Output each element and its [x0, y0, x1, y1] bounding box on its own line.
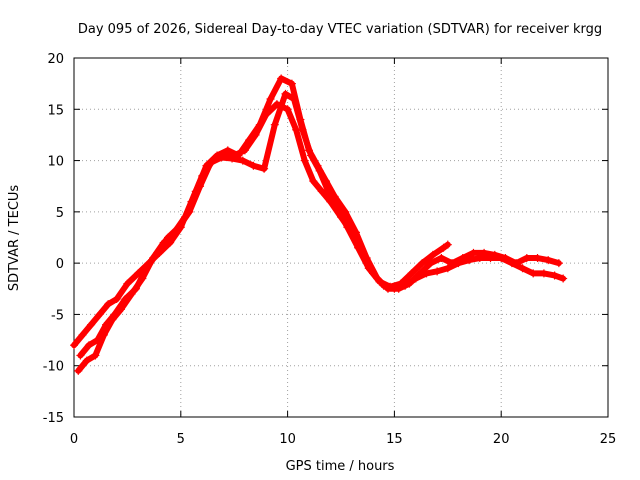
- y-tick-label: 10: [47, 155, 64, 170]
- y-axis-label: SDTVAR / TECUs: [7, 185, 22, 292]
- y-tick-label: -15: [43, 411, 64, 426]
- data-trace-segment: [186, 183, 204, 215]
- data-trace-segment: [299, 126, 315, 159]
- x-tick-label: 15: [386, 432, 403, 447]
- data-trace-segment: [316, 167, 332, 195]
- data-trace-segment: [271, 90, 289, 128]
- data-trace-segment: [267, 75, 285, 103]
- data-trace-segment: [355, 244, 372, 272]
- grid: [74, 58, 608, 417]
- data-trace-segment: [333, 203, 351, 231]
- data-trace-segment: [246, 121, 263, 144]
- data-trace-segment: [342, 208, 359, 236]
- data-trace-segment: [284, 106, 300, 133]
- x-tick-label: 5: [177, 432, 185, 447]
- x-tick-label: 25: [600, 432, 617, 447]
- y-tick-label: -10: [43, 360, 64, 375]
- data-trace-segment: [352, 229, 370, 262]
- y-tick-label: 20: [47, 52, 64, 67]
- data-point: [443, 240, 452, 249]
- data-trace-segment: [143, 249, 161, 272]
- data-trace-segment: [175, 208, 193, 231]
- y-tick-label: 0: [56, 257, 64, 272]
- data-trace-segment: [256, 96, 274, 128]
- x-axis-label: GPS time / hours: [286, 459, 395, 474]
- series-trace-3: [76, 89, 452, 360]
- data-trace-segment: [293, 126, 308, 164]
- data-trace-segment: [111, 296, 129, 318]
- plot-frame: [73, 57, 609, 418]
- y-tick-label: -5: [51, 308, 64, 323]
- y-tick-label: 5: [56, 206, 64, 221]
- data-trace-segment: [113, 280, 131, 303]
- x-tick-label: 10: [279, 432, 296, 447]
- x-tick-label: 20: [493, 432, 510, 447]
- data-point: [559, 274, 568, 283]
- data-points: [70, 74, 568, 375]
- data-trace-segment: [331, 193, 349, 215]
- data-trace-segment: [344, 224, 362, 251]
- data-trace-segment: [291, 96, 306, 133]
- data-trace-segment: [235, 137, 253, 159]
- data-point: [554, 259, 563, 268]
- data-trace-segment: [154, 234, 171, 256]
- x-tick-label: 0: [70, 432, 78, 447]
- data-trace-segment: [132, 265, 150, 292]
- data-trace-segment: [301, 157, 317, 185]
- series-trace-1: [70, 100, 568, 350]
- data-trace-segment: [197, 159, 214, 190]
- data-trace-segment: [261, 121, 278, 172]
- chart-title: Day 095 of 2026, Sidereal Day-to-day VTE…: [78, 22, 602, 37]
- series-trace-2: [74, 74, 563, 375]
- data-trace-segment: [92, 331, 107, 359]
- ticks: 0 5 10 15 20 25 20 15 10 5 0 -5 -10 -15: [43, 52, 617, 447]
- y-tick-label: 15: [47, 103, 64, 118]
